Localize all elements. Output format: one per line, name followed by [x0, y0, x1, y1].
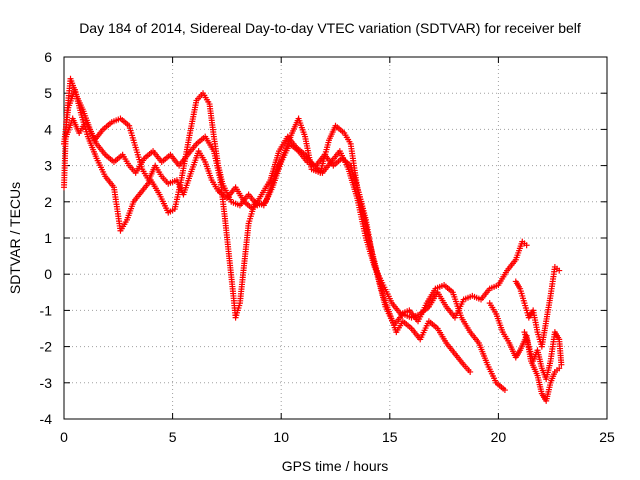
x-tick-labels: 0 5 10 15 20 25 — [60, 429, 615, 445]
data-points — [61, 75, 565, 404]
y-tick-label: -2 — [40, 339, 53, 355]
data-point — [501, 387, 508, 394]
chart-title: Day 184 of 2014, Sidereal Day-to-day VTE… — [79, 20, 581, 36]
series-3 — [63, 115, 508, 394]
plot-frame — [63, 56, 608, 420]
y-tick-label: 5 — [44, 85, 52, 101]
y-tick-label: 1 — [44, 230, 52, 246]
x-tick-label: 10 — [273, 429, 289, 445]
y-tick-label: -1 — [40, 302, 53, 318]
data-point — [556, 267, 563, 274]
data-point — [558, 361, 565, 368]
series-6 — [521, 329, 565, 383]
x-tick-label: 25 — [599, 429, 615, 445]
data-point — [467, 368, 474, 375]
data-point — [556, 365, 563, 372]
x-tick-label: 0 — [60, 429, 68, 445]
y-tick-label: 2 — [44, 194, 52, 210]
series-2 — [61, 86, 474, 375]
y-tick-labels: -4 -3 -2 -1 0 1 2 3 4 5 6 — [40, 49, 53, 427]
y-axis-label: SDTVAR / TECUs — [7, 182, 23, 294]
y-tick-label: 3 — [44, 158, 52, 174]
y-tick-label: -4 — [40, 411, 53, 427]
x-tick-label: 15 — [382, 429, 398, 445]
data-point — [523, 242, 530, 249]
y-tick-label: 0 — [44, 266, 52, 282]
series-5 — [512, 263, 563, 350]
x-tick-label: 20 — [491, 429, 507, 445]
y-tick-label: 6 — [44, 49, 52, 65]
series-4 — [486, 300, 563, 404]
y-tick-label: 4 — [44, 121, 52, 137]
x-axis-label: GPS time / hours — [282, 458, 389, 474]
x-tick-label: 5 — [169, 429, 177, 445]
grid-lines — [64, 57, 607, 419]
axis-ticks — [63, 56, 608, 420]
y-tick-label: -3 — [40, 375, 53, 391]
